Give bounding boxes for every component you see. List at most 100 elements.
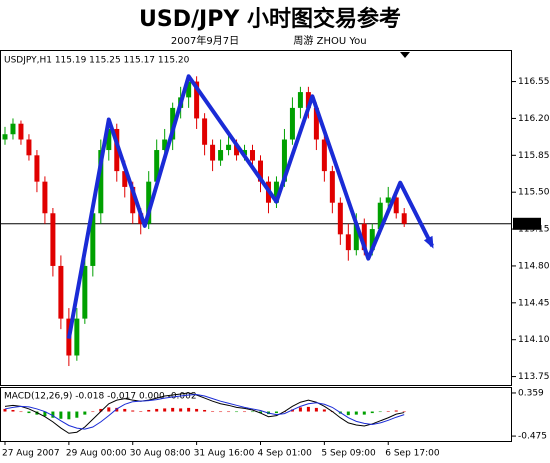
macd-histogram-bar xyxy=(67,411,71,420)
candle-body xyxy=(401,213,407,224)
macd-histogram-bar xyxy=(274,411,278,414)
macd-histogram-bar xyxy=(91,411,95,413)
candle-body xyxy=(313,107,319,140)
macd-histogram-bar xyxy=(378,411,382,413)
macd-histogram-bar xyxy=(386,411,390,412)
y-tick-label: 116.55 xyxy=(518,77,550,87)
macd-histogram-bar xyxy=(99,408,103,412)
candle-body xyxy=(218,150,224,161)
macd-histogram-bar xyxy=(75,411,79,418)
zigzag-arrowhead xyxy=(423,235,434,249)
chart-title: USD/JPY 小时图交易参考 xyxy=(139,6,401,32)
subtitle: 2007年9月7日 xyxy=(171,34,239,47)
price-panel xyxy=(0,50,512,386)
candle-body xyxy=(90,213,96,266)
macd-histogram-bar xyxy=(123,408,127,412)
x-tick-label: 5 Sep 09:00 xyxy=(321,449,376,459)
candle-body xyxy=(2,134,8,140)
candle-body xyxy=(281,139,287,182)
macd-histogram-bar xyxy=(59,411,63,419)
macd-histogram-bar xyxy=(107,407,111,412)
macd-histogram-bar xyxy=(235,411,239,413)
macd-histogram-bar xyxy=(163,408,167,412)
y-tick-label: 116.20 xyxy=(518,114,550,124)
y-tick-label: 115.85 xyxy=(518,151,550,161)
candle-body xyxy=(130,186,136,214)
macd-histogram-bar xyxy=(171,407,175,412)
price-header: USDJPY,H1 115.19 115.25 115.17 115.20 xyxy=(4,56,190,66)
macd-histogram-bar xyxy=(211,411,215,412)
candle-body xyxy=(353,223,359,251)
candle-body xyxy=(74,318,80,356)
x-tick-label: 29 Aug 00:00 xyxy=(66,449,127,459)
x-tick-label: 30 Aug 08:00 xyxy=(130,449,191,459)
candle-body xyxy=(26,139,32,156)
macd-histogram-bar xyxy=(43,411,47,417)
macd-histogram-bar xyxy=(354,411,358,415)
macd-histogram-bar xyxy=(139,411,143,412)
macd-histogram-bar xyxy=(19,411,23,413)
candle-body xyxy=(210,144,216,161)
candle-body xyxy=(273,181,279,203)
candle-body xyxy=(34,155,40,182)
macd-histogram-bar xyxy=(346,411,350,416)
candle-body xyxy=(186,81,192,98)
candle-body xyxy=(321,139,327,172)
macd-histogram-bar xyxy=(362,411,366,415)
y-tick-label: 113.75 xyxy=(518,372,550,382)
x-tick-label: 4 Sep 01:00 xyxy=(257,449,312,459)
candle-body xyxy=(42,181,48,214)
candle-body xyxy=(361,223,367,251)
macd-histogram-bar xyxy=(402,411,406,413)
macd-label: MACD(12,26,9) -0.018 -0.017 0.000 -0.002 xyxy=(4,392,197,402)
candle-body xyxy=(305,92,311,108)
candle-body xyxy=(106,128,112,151)
macd-histogram-bar xyxy=(3,408,7,412)
zigzag-line xyxy=(66,74,434,339)
macd-histogram-bar xyxy=(370,411,374,414)
macd-histogram-bar xyxy=(195,408,199,412)
candle-body xyxy=(18,123,24,140)
candle-body xyxy=(257,160,263,182)
macd-line xyxy=(4,393,405,430)
candle-body xyxy=(82,265,88,319)
macd-histogram-bar xyxy=(306,406,310,412)
candle-body xyxy=(297,92,303,108)
y-tick-label: 114.80 xyxy=(518,261,550,271)
candle-body xyxy=(329,171,335,203)
macd-histogram-bar xyxy=(27,411,31,414)
y-tick-label: 115.50 xyxy=(518,188,550,198)
candle-body xyxy=(385,197,391,203)
macd-histogram-bar xyxy=(314,407,318,412)
macd-histogram-bar xyxy=(258,411,262,414)
macd-histogram-bar xyxy=(155,408,159,412)
candle-body xyxy=(162,139,168,151)
candle-body xyxy=(154,150,160,182)
candle-body xyxy=(234,144,240,156)
candle-body xyxy=(289,107,295,140)
macd-histogram-bar xyxy=(11,409,15,412)
macd-histogram-bar xyxy=(187,407,191,412)
candle-body xyxy=(10,123,16,135)
y-tick-label: 114.45 xyxy=(518,298,550,308)
x-tick-label: 6 Sep 17:00 xyxy=(385,449,440,459)
candle-body xyxy=(122,171,128,187)
macd-histogram-bar xyxy=(51,411,55,418)
candle-body xyxy=(226,144,232,151)
candle-body xyxy=(98,150,104,214)
macd-histogram-bar xyxy=(219,411,223,413)
macd-histogram-bar xyxy=(227,411,231,413)
y-tick-label: 0.359 xyxy=(518,388,544,398)
candle-body xyxy=(337,202,343,235)
x-tick-label: 27 Aug 2007 xyxy=(2,449,60,459)
y-tick-label: -0.475 xyxy=(518,432,547,442)
macd-histogram-bar xyxy=(131,410,135,412)
candle-body xyxy=(58,265,64,319)
candle-body xyxy=(369,229,375,251)
candle-body xyxy=(250,150,256,161)
candle-body xyxy=(114,128,120,172)
candle-body xyxy=(377,202,383,230)
candle-body xyxy=(50,213,56,266)
macd-line xyxy=(4,392,405,434)
